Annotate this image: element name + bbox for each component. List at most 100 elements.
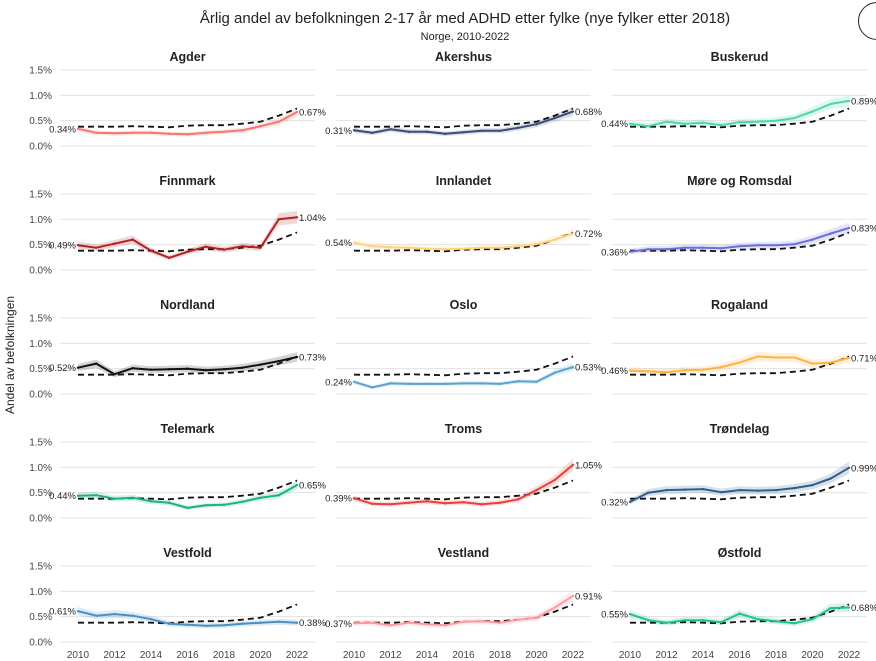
data-point-more-og-romsdal <box>774 243 778 247</box>
end-value-label-oslo: 0.53% <box>575 363 602 374</box>
data-point-trondelag <box>774 488 778 492</box>
confidence-band-buskerud <box>630 95 849 130</box>
data-point-nordland <box>186 367 189 370</box>
data-point-vestland <box>352 622 356 625</box>
data-point-buskerud <box>774 119 778 122</box>
data-point-telemark <box>149 500 153 503</box>
start-value-label-innlandet: 0.54% <box>325 238 352 249</box>
x-tick-label: 2018 <box>765 650 788 661</box>
data-point-troms <box>462 501 465 504</box>
data-point-ostfold <box>774 620 778 623</box>
data-point-innlandet <box>352 241 356 244</box>
data-point-finnmark <box>149 249 153 252</box>
end-value-label-rogaland: 0.71% <box>851 354 876 365</box>
data-point-buskerud <box>793 116 796 120</box>
data-point-telemark <box>113 497 116 500</box>
data-point-finnmark <box>186 250 189 253</box>
start-value-label-oslo: 0.24% <box>325 377 352 388</box>
y-tick-label: 1.5% <box>29 190 52 201</box>
data-point-rogaland <box>647 370 650 373</box>
data-point-troms <box>498 501 502 504</box>
data-point-more-og-romsdal <box>665 248 668 251</box>
panel-title-vestland: Vestland <box>438 546 489 560</box>
end-value-label-akershus: 0.68% <box>575 107 602 118</box>
data-point-vestland <box>553 606 556 609</box>
data-point-telemark <box>277 494 280 497</box>
national-line-ostfold <box>630 603 850 625</box>
x-tick-label: 2022 <box>562 650 585 661</box>
data-point-rogaland <box>811 362 814 365</box>
data-point-finnmark <box>95 246 98 249</box>
x-tick-label: 2020 <box>525 650 548 661</box>
data-point-innlandet <box>444 248 447 251</box>
x-tick-label: 2014 <box>692 650 715 661</box>
data-point-oslo <box>407 382 410 386</box>
data-point-agder <box>259 125 262 128</box>
data-point-agder <box>95 131 98 135</box>
data-point-buskerud <box>628 122 632 125</box>
data-point-nordland <box>95 362 98 365</box>
data-point-innlandet <box>571 232 575 235</box>
data-point-vestland <box>462 620 465 623</box>
data-point-akershus <box>444 132 447 136</box>
data-point-innlandet <box>462 247 465 250</box>
data-point-ostfold <box>829 606 832 610</box>
data-point-more-og-romsdal <box>738 244 741 248</box>
data-point-vestfold <box>131 614 134 617</box>
data-point-ostfold <box>811 618 814 621</box>
data-point-vestfold <box>186 623 189 626</box>
data-point-vestfold <box>168 622 171 625</box>
data-point-troms <box>517 498 520 501</box>
data-point-vestland <box>480 620 483 623</box>
data-point-telemark <box>295 483 299 487</box>
data-point-akershus <box>425 130 429 134</box>
start-value-label-ostfold: 0.55% <box>601 610 628 621</box>
data-point-vestland <box>571 594 575 598</box>
national-line-finnmark <box>78 231 298 253</box>
y-tick-label: 1.5% <box>29 562 52 573</box>
data-point-troms <box>407 501 410 504</box>
y-tick-label: 0.5% <box>29 364 52 375</box>
start-value-label-nordland: 0.52% <box>49 363 76 374</box>
data-point-rogaland <box>793 356 796 359</box>
data-point-oslo <box>480 382 483 385</box>
y-tick-label: 0.0% <box>29 390 52 401</box>
confidence-band-trondelag <box>630 461 849 505</box>
end-value-label-telemark: 0.65% <box>299 481 326 492</box>
data-point-buskerud <box>720 124 723 127</box>
y-tick-label: 0.5% <box>29 488 52 499</box>
data-point-oslo <box>535 380 538 384</box>
start-value-label-finnmark: 0.49% <box>49 241 76 252</box>
data-point-nordland <box>259 363 262 366</box>
data-point-akershus <box>371 131 374 135</box>
start-value-label-vestfold: 0.61% <box>49 607 76 618</box>
data-point-vestfold <box>277 620 280 623</box>
data-point-trondelag <box>738 488 741 492</box>
data-point-more-og-romsdal <box>683 246 686 249</box>
data-point-agder <box>186 133 189 136</box>
x-tick-label: 2020 <box>801 650 824 661</box>
data-point-troms <box>553 478 556 482</box>
data-point-oslo <box>553 371 556 374</box>
data-point-more-og-romsdal <box>793 242 796 246</box>
data-point-telemark <box>76 494 80 497</box>
x-tick-label: 2012 <box>655 650 678 661</box>
data-point-troms <box>352 497 356 500</box>
panel-title-telemark: Telemark <box>161 422 215 436</box>
data-point-ostfold <box>847 606 851 609</box>
data-point-agder <box>295 110 299 114</box>
data-point-trondelag <box>628 500 632 503</box>
data-point-buskerud <box>811 110 814 113</box>
data-point-agder <box>168 132 171 136</box>
data-point-rogaland <box>665 371 668 374</box>
data-point-more-og-romsdal <box>847 226 851 230</box>
data-point-finnmark <box>76 243 80 247</box>
data-point-nordland <box>277 359 280 363</box>
data-point-agder <box>222 130 226 134</box>
data-point-telemark <box>131 496 134 499</box>
data-point-vestfold <box>95 614 98 617</box>
data-point-buskerud <box>665 120 668 123</box>
national-line-akershus <box>354 107 574 129</box>
data-point-innlandet <box>371 244 374 248</box>
